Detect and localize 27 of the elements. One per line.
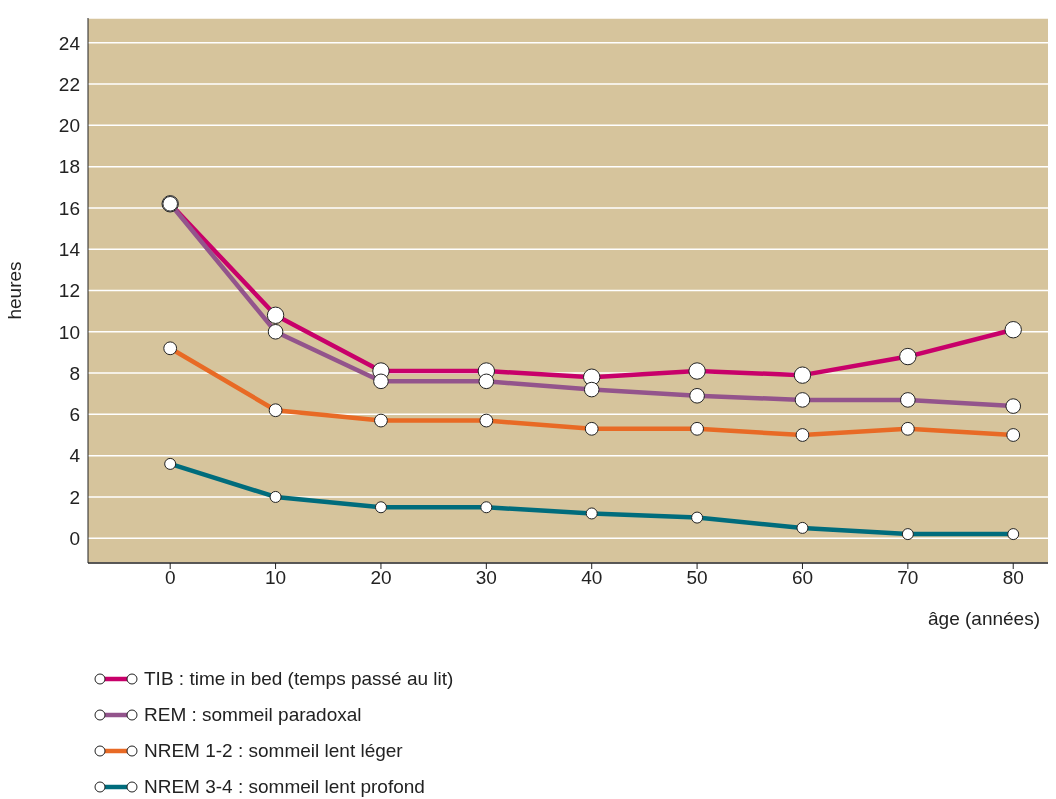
x-tick-label: 20: [370, 567, 392, 589]
y-tick-label: 0: [69, 527, 80, 549]
legend-label: NREM 1-2 : sommeil lent léger: [144, 740, 403, 762]
x-tick-label: 70: [897, 567, 919, 589]
y-tick-label: 16: [58, 197, 80, 219]
y-tick-label: 4: [69, 445, 81, 467]
legend-label: REM : sommeil paradoxal: [144, 704, 362, 726]
y-tick-label: 18: [58, 156, 80, 178]
y-tick-label: 24: [58, 32, 81, 54]
x-tick-label: 10: [265, 567, 287, 589]
y-tick-label: 12: [58, 280, 80, 302]
x-axis-title: âge (années): [928, 608, 1040, 629]
y-tick-label: 22: [58, 73, 80, 95]
x-tick-label: 30: [475, 567, 497, 589]
x-tick-label: 80: [1002, 567, 1024, 589]
y-tick-label: 20: [58, 115, 80, 137]
y-tick-label: 6: [69, 404, 80, 426]
y-tick-label: 8: [69, 362, 80, 384]
x-tick-label: 40: [581, 567, 603, 589]
x-tick-label: 0: [164, 567, 176, 589]
x-tick-label: 50: [686, 567, 708, 589]
y-tick-label: 2: [69, 486, 80, 508]
y-tick-label: 14: [58, 238, 81, 260]
y-tick-label: 10: [58, 321, 80, 343]
x-tick-label: 60: [791, 567, 814, 589]
legend-label: NREM 3-4 : sommeil lent profond: [144, 776, 425, 798]
legend-label: TIB : time in bed (temps passé au lit): [144, 668, 454, 690]
